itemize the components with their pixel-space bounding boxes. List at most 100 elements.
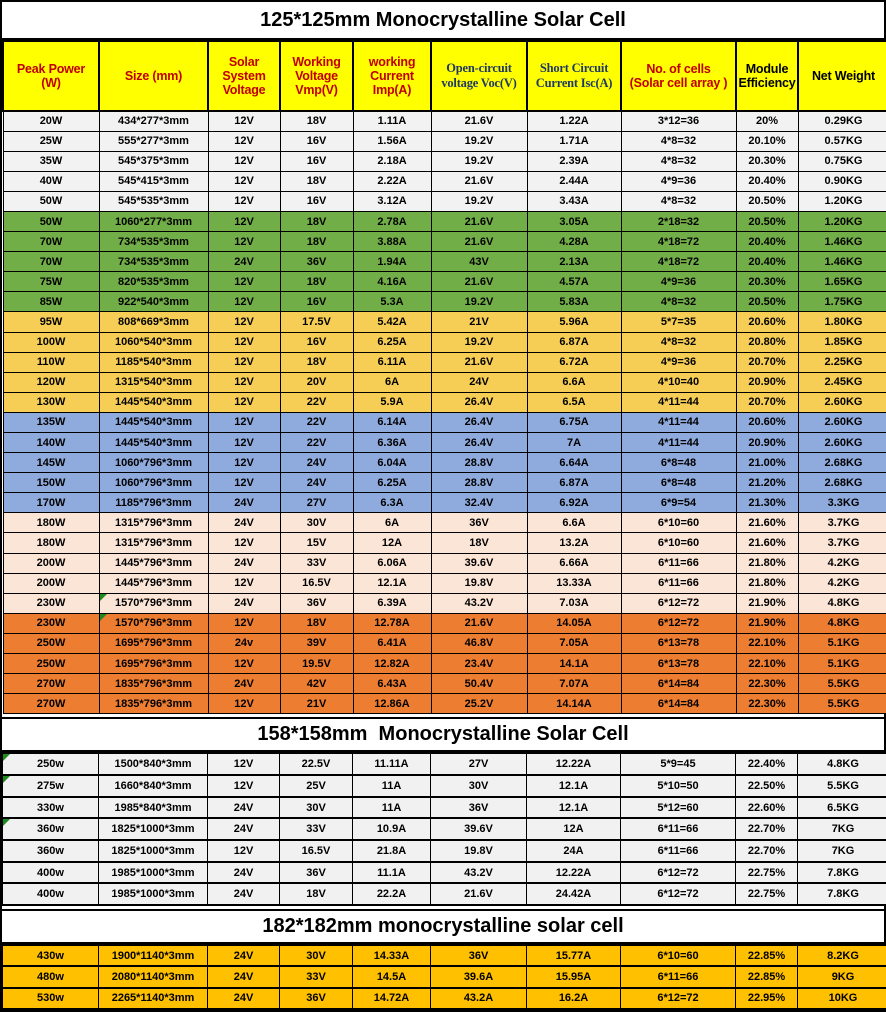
cell: 5.3A	[353, 292, 431, 312]
cell: 3.3KG	[798, 493, 886, 513]
cell: 18V	[280, 613, 353, 633]
cell: 270W	[3, 674, 99, 694]
cell: 12V	[208, 473, 280, 493]
cell: 6A	[353, 513, 431, 533]
cell: 3.43A	[527, 191, 621, 211]
cell: 6.87A	[527, 473, 621, 493]
cell: 42V	[280, 674, 353, 694]
cell: 4.57A	[527, 272, 621, 292]
cell: 20.60%	[736, 412, 798, 432]
cell: 12V	[208, 840, 280, 862]
table-header: Peak Power (W)Size (mm)Solar System Volt…	[3, 41, 886, 111]
cell: 21.80%	[736, 553, 798, 573]
cell: 270W	[3, 694, 99, 714]
cell: 1185*540*3mm	[99, 352, 208, 372]
cell: 1835*796*3mm	[99, 694, 208, 714]
cell: 922*540*3mm	[99, 292, 208, 312]
cell: 2.44A	[527, 171, 621, 191]
cell: 12V	[208, 211, 280, 231]
cell: 19.2V	[431, 151, 527, 171]
cell: 4*11=44	[621, 412, 736, 432]
cell: 2.13A	[527, 252, 621, 272]
cell: 6.06A	[353, 553, 431, 573]
cell: 22.60%	[736, 797, 798, 819]
cell: 12V	[208, 272, 280, 292]
cell: 1445*540*3mm	[99, 412, 208, 432]
cell: 21.6V	[431, 613, 527, 633]
cell: 2.45KG	[798, 372, 886, 392]
cell: 5.83A	[527, 292, 621, 312]
cell: 2.39A	[527, 151, 621, 171]
cell: 9KG	[798, 966, 886, 987]
cell: 200W	[3, 573, 99, 593]
cell: 13.33A	[527, 573, 621, 593]
cell: 0.90KG	[798, 171, 886, 191]
cell: 20V	[280, 372, 353, 392]
cell: 1315*796*3mm	[99, 533, 208, 553]
cell: 2265*1140*3mm	[99, 988, 208, 1009]
cell: 130W	[3, 392, 99, 412]
cell: 6*11=66	[621, 553, 736, 573]
cell: 430w	[3, 945, 99, 966]
cell: 4.28A	[527, 232, 621, 252]
cell: 2.60KG	[798, 433, 886, 453]
cell: 434*277*3mm	[99, 111, 208, 131]
cell: 1060*796*3mm	[99, 473, 208, 493]
cell: 10KG	[798, 988, 886, 1009]
cell: 21.90%	[736, 593, 798, 613]
cell: 20.70%	[736, 392, 798, 412]
spec-table-125mm: Peak Power (W)Size (mm)Solar System Volt…	[2, 40, 886, 714]
cell: 5*9=45	[621, 753, 736, 775]
cell: 70W	[3, 232, 99, 252]
cell: 21.6V	[431, 272, 527, 292]
cell: 4.8KG	[798, 593, 886, 613]
cell: 1900*1140*3mm	[99, 945, 208, 966]
cell: 21.6V	[431, 883, 527, 905]
cell: 21.6V	[431, 232, 527, 252]
cell: 43.2A	[431, 988, 527, 1009]
cell: 24V	[208, 966, 280, 987]
cell: 12.78A	[353, 613, 431, 633]
cell: 150W	[3, 473, 99, 493]
cell: 18V	[280, 232, 353, 252]
cell: 808*669*3mm	[99, 312, 208, 332]
cell: 15.77A	[527, 945, 621, 966]
cell: 8.2KG	[798, 945, 886, 966]
cell: 4*8=32	[621, 131, 736, 151]
cell: 6*11=66	[621, 840, 736, 862]
cell: 75W	[3, 272, 99, 292]
section-title-125mm: 125*125mm Monocrystalline Solar Cell	[2, 2, 884, 40]
cell: 5*10=50	[621, 775, 736, 797]
cell: 16V	[280, 292, 353, 312]
cell: 24V	[208, 883, 280, 905]
cell: 16V	[280, 332, 353, 352]
cell: 30V	[280, 513, 353, 533]
cell: 6.72A	[527, 352, 621, 372]
cell: 12V	[208, 433, 280, 453]
cell: 24V	[208, 797, 280, 819]
cell: 1825*1000*3mm	[99, 818, 208, 840]
cell: 15.95A	[527, 966, 621, 987]
cell: 400w	[3, 862, 99, 884]
cell: 6.75A	[527, 412, 621, 432]
cell: 4*9=36	[621, 171, 736, 191]
cell: 6.5KG	[798, 797, 886, 819]
cell: 21V	[431, 312, 527, 332]
cell: 0.75KG	[798, 151, 886, 171]
cell: 39.6V	[431, 553, 527, 573]
cell: 22.95%	[736, 988, 798, 1009]
cell: 12.1A	[527, 775, 621, 797]
cell: 16V	[280, 151, 353, 171]
cell: 1445*540*3mm	[99, 392, 208, 412]
column-header: Working Voltage Vmp(V)	[280, 41, 353, 111]
cell: 13.2A	[527, 533, 621, 553]
cell: 36V	[280, 988, 353, 1009]
cell: 24V	[431, 372, 527, 392]
cell: 480w	[3, 966, 99, 987]
